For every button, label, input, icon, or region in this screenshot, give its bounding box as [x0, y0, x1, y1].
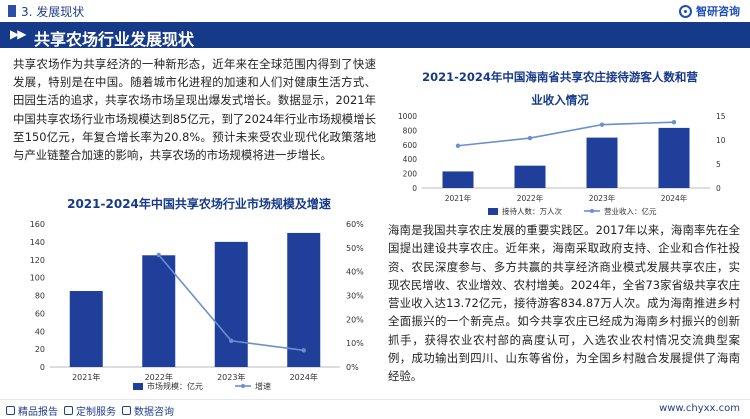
footer-link-label: 数据咨询	[134, 407, 174, 418]
legend-line-label: 营业收入：亿元	[604, 206, 657, 216]
bar	[442, 171, 474, 188]
footer-website[interactable]: www.chyxx.com	[659, 403, 740, 414]
legend-line-marker	[241, 384, 245, 388]
bar	[586, 137, 618, 188]
line-point	[599, 122, 605, 127]
footer: 精品报告 定制服务 数据咨询 www.chyxx.com	[0, 399, 750, 419]
bar	[287, 232, 321, 367]
footer-link-custom[interactable]: 定制服务	[64, 403, 116, 418]
bar	[658, 127, 690, 188]
section-label: 3. 发展现状	[21, 5, 85, 19]
y-right-tick-label: 0	[716, 184, 721, 193]
x-tick-label: 2023年	[589, 193, 616, 203]
legend-bar-swatch	[133, 383, 143, 390]
y-right-tick-label: 30%	[346, 292, 364, 301]
y-right-tick-label: 60%	[346, 220, 364, 229]
hainan-chart-title: 2021-2024年中国海南省共享农庄接待游客人数和营业收入情况	[422, 70, 698, 107]
title-banner: ▶▶ 共享农场行业发展现状	[0, 22, 750, 49]
y-right-tick-label: 15	[716, 112, 726, 121]
double-arrow-icon: ▶▶	[10, 27, 27, 41]
report-icon	[6, 406, 15, 415]
y-left-tick-label: 60	[35, 309, 45, 318]
line-point	[301, 348, 306, 353]
hainan-farm-chart: 0 200 400 600 800 1000 0 5 10 15 2021年 2022年 2023年 20…	[398, 112, 726, 216]
page-title: 共享农场行业发展现状	[34, 30, 195, 49]
legend-bar-label: 接待人数：万人次	[502, 206, 562, 216]
y-right-tick-label: 50%	[346, 244, 364, 253]
y-left-tick-label: 200	[403, 170, 418, 179]
footer-link-data[interactable]: 数据咨询	[122, 403, 174, 418]
y-left-tick-label: 100	[30, 274, 45, 283]
section-marker	[8, 5, 16, 17]
x-tick-label: 2024年	[290, 372, 318, 382]
y-left-tick-label: 0	[40, 363, 45, 372]
logo-text: 智研咨询	[696, 5, 740, 18]
bar	[69, 291, 103, 367]
y-left-tick-label: 600	[403, 141, 418, 150]
x-tick-label: 2021年	[72, 372, 100, 382]
footer-link-label: 定制服务	[76, 407, 116, 418]
y-left-tick-label: 160	[30, 220, 45, 229]
y-left-tick-label: 140	[30, 238, 45, 247]
service-icon	[64, 406, 73, 415]
y-right-tick-label: 40%	[346, 268, 364, 277]
legend-bar-label: 市场规模：亿元	[147, 381, 203, 391]
market-chart-title: 2021-2024年中国共享农场行业市场规模及增速	[67, 197, 331, 211]
y-left-tick-label: 40	[35, 327, 45, 336]
x-tick-label: 2024年	[661, 193, 688, 203]
footer-link-reports[interactable]: 精品报告	[6, 403, 58, 418]
line-point	[671, 119, 677, 125]
intro-paragraph: 共享农场作为共享经济的一种新形态，近年来在全球范围内得到了快速发展，特别是在中国…	[13, 57, 376, 163]
y-left-tick-label: 400	[403, 155, 418, 164]
line-series	[457, 121, 675, 147]
y-left-tick-label: 800	[403, 126, 418, 135]
hainan-paragraph: 海南是我国共享农庄发展的重要实践区。2017年以来，海南率先在全国提出建设共享农…	[388, 223, 740, 384]
y-right-tick-label: 0%	[346, 363, 359, 372]
bar	[214, 241, 248, 367]
x-tick-label: 2022年	[145, 372, 173, 382]
bar	[514, 165, 546, 188]
y-left-tick-label: 20	[35, 345, 45, 354]
y-right-tick-label: 10%	[346, 339, 364, 348]
legend-bar-swatch	[488, 208, 498, 215]
line-point	[156, 252, 161, 258]
logo[interactable]: 智研咨询	[679, 3, 740, 19]
top-bar: 3. 发展现状 智研咨询	[0, 0, 750, 22]
line-point	[229, 338, 234, 343]
y-right-tick-label: 10	[716, 136, 726, 145]
y-left-tick-label: 0	[412, 184, 417, 193]
legend-line-label: 增速	[255, 381, 271, 391]
y-right-tick-label: 20%	[346, 315, 364, 324]
y-left-tick-label: 1000	[398, 112, 417, 121]
x-tick-label: 2021年	[445, 193, 472, 203]
y-left-tick-label: 80	[35, 292, 45, 301]
x-tick-label: 2022年	[517, 193, 544, 203]
data-icon	[122, 406, 131, 415]
y-right-tick-label: 5	[716, 160, 721, 169]
line-point	[527, 135, 533, 141]
bar	[142, 255, 176, 367]
footer-links: 精品报告 定制服务 数据咨询	[6, 403, 174, 418]
x-tick-label: 2023年	[217, 372, 245, 382]
logo-icon	[679, 4, 692, 18]
market-size-chart: 0 20 40 60 80 100 120 140 160 0% 10% 20% 30% 40% 50% 60…	[30, 220, 364, 391]
legend-line-marker	[590, 209, 594, 213]
footer-link-label: 精品报告	[18, 407, 58, 418]
y-left-tick-label: 120	[30, 256, 45, 265]
line-point	[455, 143, 461, 148]
